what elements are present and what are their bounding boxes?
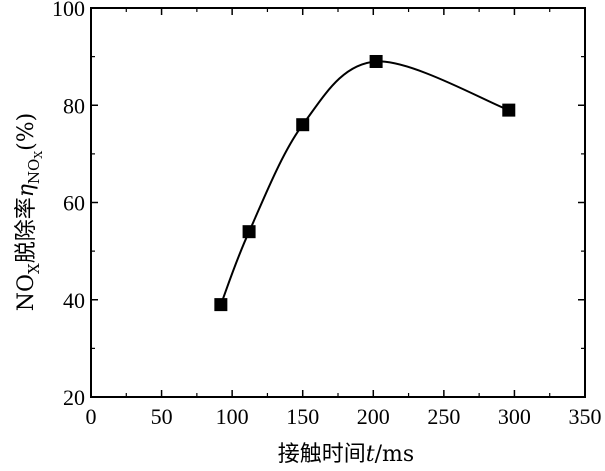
y-axis-title-main: 脱除率: [14, 197, 39, 263]
y-tick-label: 80: [63, 93, 85, 118]
y-tick-label: 100: [52, 0, 85, 21]
x-tick-label: 50: [151, 404, 173, 429]
x-tick-label: 0: [86, 404, 97, 429]
plot-frame: [90, 7, 586, 398]
data-point: [214, 298, 228, 312]
data-point: [296, 118, 310, 132]
x-tick-label: 350: [569, 404, 602, 429]
y-axis-symbol-sub-a: NO: [25, 159, 43, 184]
x-axis-title-text: 接触时间: [278, 442, 366, 467]
y-tick-label: 20: [63, 385, 85, 410]
y-axis-title-prefix: NO: [14, 274, 39, 311]
x-tick-label: 150: [286, 404, 319, 429]
x-tick-label: 250: [427, 404, 460, 429]
data-points: [214, 54, 516, 312]
y-tick-label: 40: [63, 288, 85, 313]
y-axis-title-prefix-sub: X: [25, 263, 43, 274]
x-ticks: 0 50 100 150 200 250 300 350: [86, 8, 602, 429]
x-tick-label: 200: [357, 404, 390, 429]
data-point: [502, 103, 516, 117]
y-axis-title: NOX脱除率ηNOX(%): [14, 113, 45, 312]
series-line: [219, 60, 510, 305]
x-axis-unit: /ms: [375, 442, 415, 467]
y-ticks: 20 40 60 80 100: [52, 0, 585, 410]
y-axis-symbol: η: [14, 184, 39, 197]
data-point: [242, 225, 256, 239]
x-axis-title: 接触时间t/ms: [278, 442, 414, 467]
x-tick-label: 300: [498, 404, 531, 429]
y-axis-unit: (%): [14, 113, 39, 151]
y-axis-symbol-sub-b: X: [32, 151, 45, 159]
x-tick-label: 100: [216, 404, 249, 429]
x-axis-variable: t: [366, 442, 375, 467]
y-tick-label: 60: [63, 191, 85, 216]
data-point: [369, 54, 383, 68]
